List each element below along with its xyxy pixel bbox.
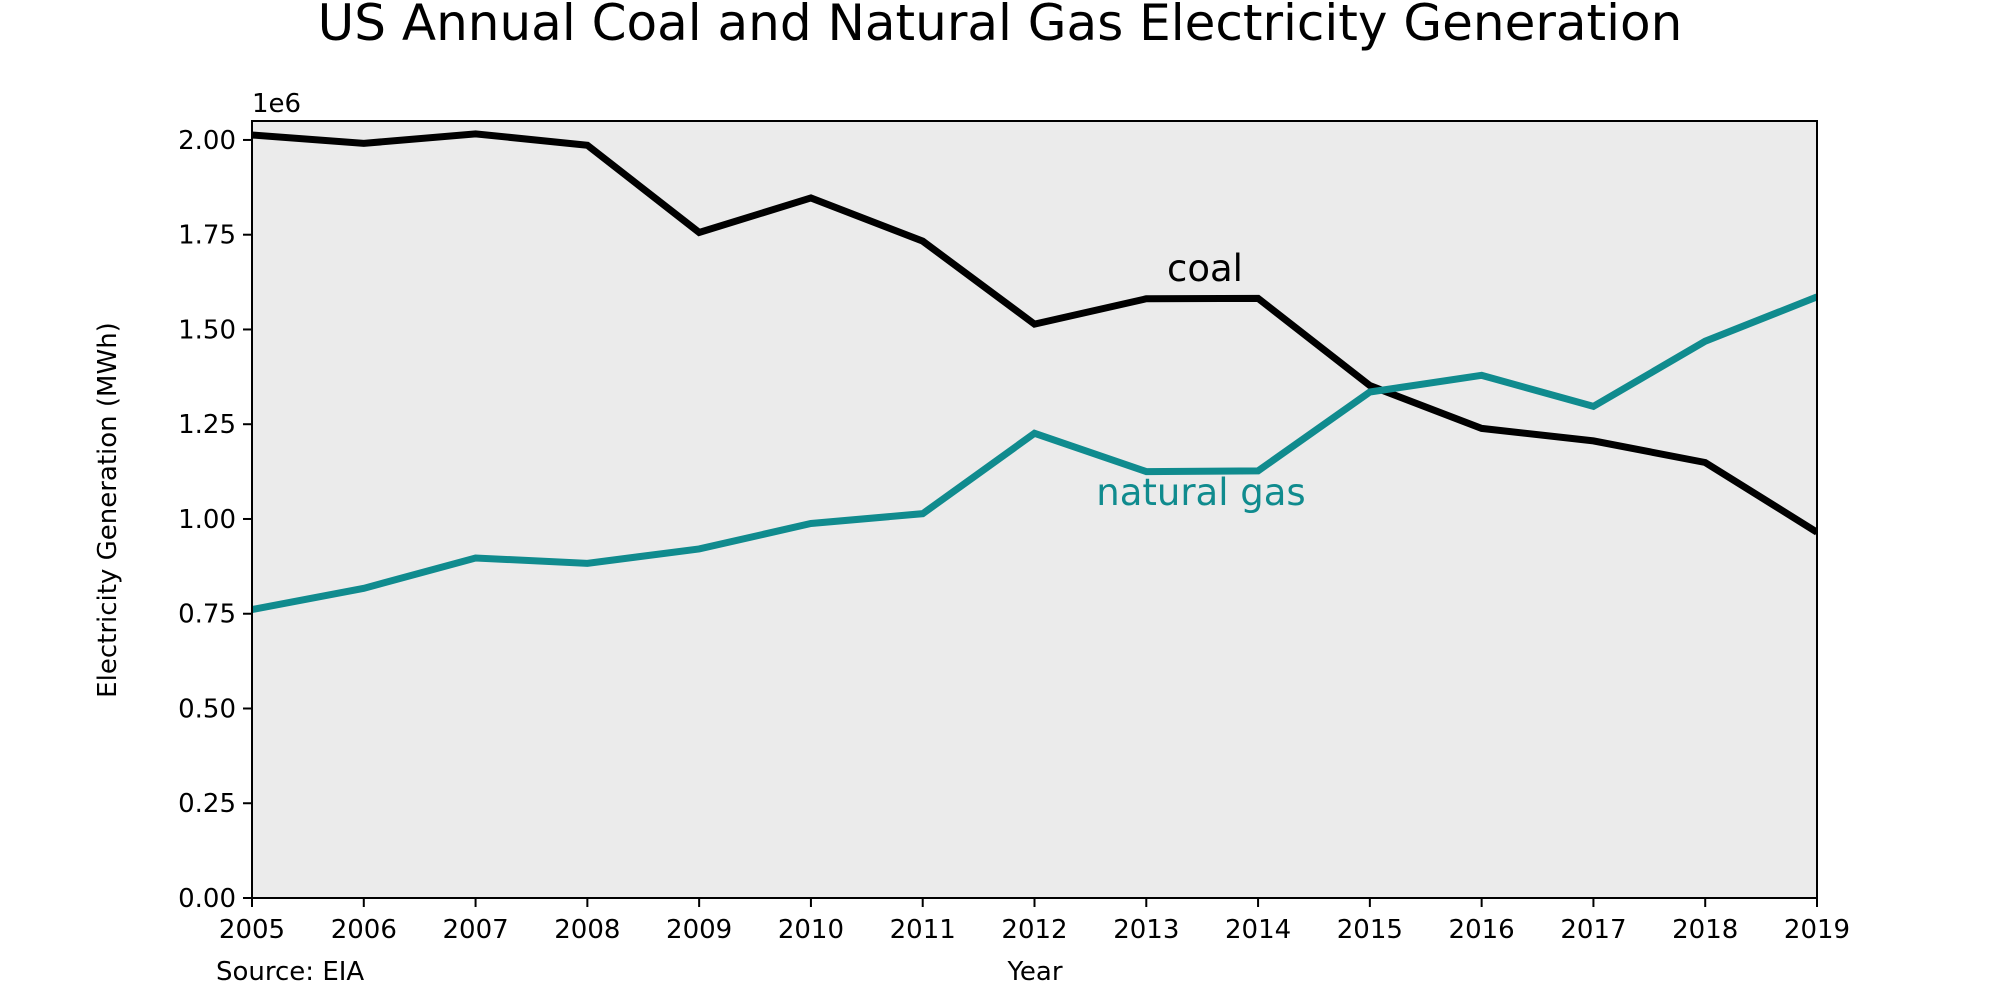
x-axis-label: Year [1006,957,1062,987]
y-axis: 0.00 0.25 0.50 0.75 1.00 1.25 1.50 1.75 2.00 [178,126,252,914]
x-tick-label: 2015 [1337,915,1403,945]
chart-title: US Annual Coal and Natural Gas Electrici… [318,0,1683,52]
y-tick-label: 1.25 [178,410,236,440]
y-tick-label: 0.75 [178,600,236,630]
x-tick-label: 2013 [1113,915,1179,945]
y-axis-offset-label: 1e6 [252,89,301,119]
x-tick-label: 2008 [554,915,620,945]
series-layer [252,130,1817,614]
y-tick-label: 1.75 [178,221,236,251]
x-tick-label: 2011 [890,915,956,945]
y-tick-label: 0.00 [178,884,236,914]
x-tick-label: 2006 [331,915,397,945]
x-tick-label: 2019 [1784,915,1850,945]
x-tick-label: 2005 [219,915,285,945]
y-tick-label: 0.50 [178,694,236,724]
x-tick-label: 2016 [1449,915,1515,945]
y-tick-label: 2.00 [178,126,236,156]
x-tick-label: 2010 [778,915,844,945]
series-label-natural-gas: natural gas [1096,471,1305,514]
series-line-natural-gas [252,293,1817,614]
series-label-coal: coal [1167,247,1243,290]
x-tick-label: 2017 [1560,915,1626,945]
y-axis-label: Electricity Generation (MWh) [93,322,123,698]
x-tick-label: 2007 [442,915,508,945]
source-note: Source: EIA [216,957,364,987]
x-tick-label: 2009 [666,915,732,945]
series-line-coal [252,130,1817,536]
x-tick-label: 2014 [1225,915,1291,945]
x-tick-label: 2018 [1672,915,1738,945]
y-tick-label: 1.50 [178,315,236,345]
y-tick-label: 0.25 [178,789,236,819]
x-tick-label: 2012 [1001,915,1067,945]
x-axis: 2005 2006 2007 2008 2009 2010 2011 2012 2013 2014… [219,898,1850,945]
plot-area-background [252,121,1817,898]
y-tick-label: 1.00 [178,505,236,535]
